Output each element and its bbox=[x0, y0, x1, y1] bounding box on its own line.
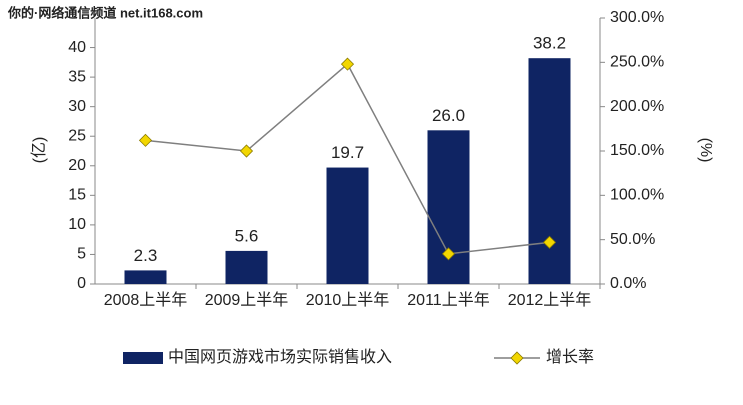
line-marker bbox=[441, 247, 456, 261]
value-label: 38.2 bbox=[533, 34, 566, 53]
bar bbox=[326, 167, 369, 284]
line-marker bbox=[340, 57, 355, 71]
legend-marker bbox=[510, 351, 524, 365]
x-tick-label: 2011上半年 bbox=[407, 291, 489, 309]
x-tick-label: 2010上半年 bbox=[306, 291, 390, 309]
x-tick-label: 2008上半年 bbox=[104, 291, 188, 309]
y-tick-label: 20 bbox=[68, 157, 86, 174]
bar bbox=[124, 270, 167, 284]
value-label: 2.3 bbox=[134, 246, 158, 265]
value-label: 26.0 bbox=[432, 106, 465, 125]
bar bbox=[225, 250, 268, 284]
y-tick-label: 35 bbox=[68, 68, 86, 85]
bar bbox=[528, 58, 571, 284]
y2-tick-label: 0.0% bbox=[610, 275, 646, 292]
y2-tick-label: 200.0% bbox=[610, 98, 664, 115]
y-tick-label: 0 bbox=[77, 275, 86, 292]
legend-swatch bbox=[123, 352, 163, 364]
legend-label: 增长率 bbox=[546, 348, 594, 366]
y-tick-label: 15 bbox=[68, 187, 86, 204]
legend-label: 中国网页游戏市场实际销售收入 bbox=[168, 348, 392, 366]
x-tick-label: 2009上半年 bbox=[205, 291, 289, 309]
y2-tick-label: 300.0% bbox=[610, 9, 664, 26]
y-tick-label: 5 bbox=[77, 246, 86, 263]
y2-axis-label: (%) bbox=[697, 138, 714, 163]
y2-tick-label: 250.0% bbox=[610, 54, 664, 71]
bar bbox=[427, 130, 470, 284]
y-tick-label: 10 bbox=[68, 216, 86, 233]
y-tick-label: 30 bbox=[68, 98, 86, 115]
line-marker bbox=[239, 144, 254, 158]
line-marker bbox=[138, 133, 153, 147]
y-tick-label: 25 bbox=[68, 127, 86, 144]
line-marker bbox=[542, 235, 557, 249]
y2-tick-label: 150.0% bbox=[610, 142, 664, 159]
y-tick-label: 40 bbox=[68, 39, 86, 56]
x-tick-label: 2012上半年 bbox=[508, 291, 592, 309]
value-label: 5.6 bbox=[235, 226, 259, 245]
y2-tick-label: 100.0% bbox=[610, 187, 664, 204]
y-axis-label: (亿) bbox=[30, 137, 48, 164]
y2-tick-label: 50.0% bbox=[610, 231, 655, 248]
watermark: 你的·网络通信频道 net.it168.com bbox=[7, 5, 203, 20]
value-label: 19.7 bbox=[331, 143, 364, 162]
